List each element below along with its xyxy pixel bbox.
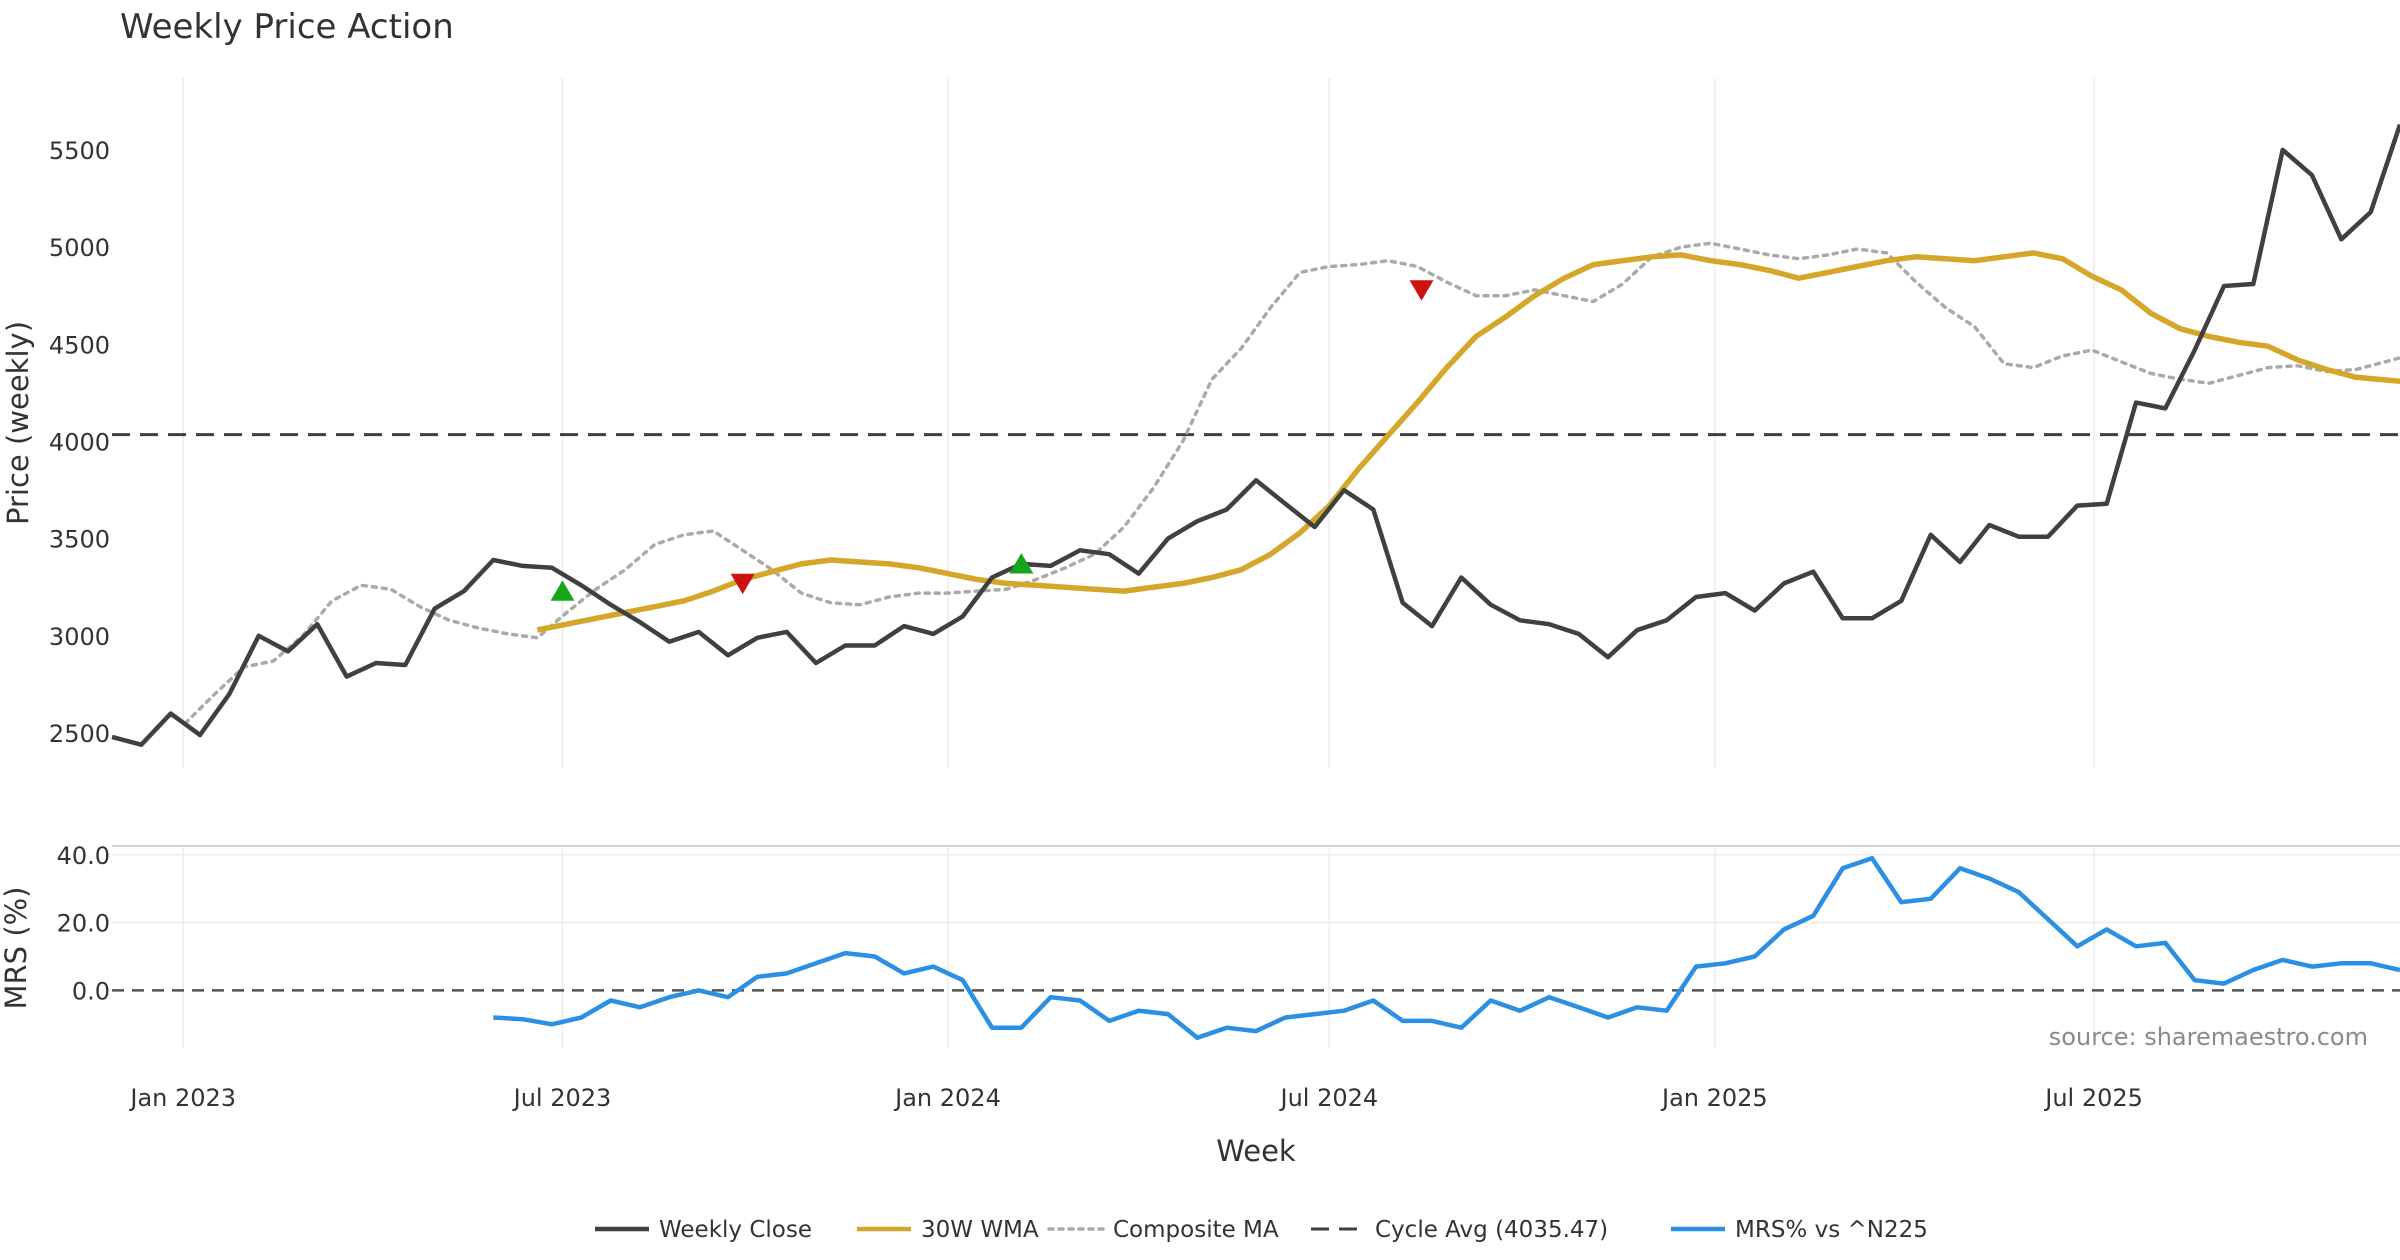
legend-entry-label: Cycle Avg (4035.47) (1375, 1217, 1608, 1243)
series-mrs-line (493, 855, 2400, 1041)
x-tick-label: Jan 2024 (893, 1084, 1001, 1112)
legend-entry-label: Weekly Close (659, 1217, 812, 1243)
x-axis-label: Week (1216, 1134, 1296, 1168)
mrs-y-tick-label: 40.0 (57, 842, 110, 870)
price-y-tick-label: 4500 (49, 331, 110, 359)
sell-signal-marker (730, 573, 755, 595)
x-tick-label: Jan 2023 (128, 1084, 236, 1112)
mrs-panel: 0.0 20.0 40.0 MRS (%) (0, 842, 2400, 1048)
series-composite-ma (183, 241, 2400, 726)
buy-signal-marker (550, 580, 575, 601)
x-tick-label: Jul 2023 (512, 1084, 612, 1112)
price-y-tick-label: 5500 (49, 137, 110, 165)
buy-signal-marker (1009, 553, 1034, 574)
sell-signal-marker (1409, 280, 1434, 301)
x-axis: Jan 2023 Jul 2023 Jan 2024 Jul 2024 Jan 2025… (128, 1084, 2143, 1112)
x-tick-label: Jul 2024 (1278, 1084, 1378, 1112)
price-y-tick-label: 3500 (49, 526, 110, 554)
price-y-tick-label: 5000 (49, 234, 110, 262)
series-30w-wma (536, 250, 2400, 633)
price-y-tick-label: 3000 (49, 623, 110, 651)
legend: Weekly Close 30W WMA Composite MA Cycle Avg… (595, 1217, 1928, 1243)
chart-title: Weekly Price Action (120, 7, 454, 47)
price-y-axis-label: Price (weekly) (1, 321, 35, 525)
x-tick-label: Jul 2025 (2043, 1084, 2143, 1112)
price-y-tick-label: 4000 (49, 428, 110, 456)
source-note: source: sharemaestro.com (2049, 1023, 2368, 1051)
series-weekly-close (111, 123, 2400, 747)
legend-entry-label: Composite MA (1113, 1217, 1279, 1243)
mrs-y-axis-label: MRS (%) (0, 887, 33, 1010)
legend-entry-label: MRS% vs ^N225 (1735, 1217, 1928, 1243)
legend-entry-label: 30W WMA (921, 1217, 1039, 1243)
price-panel: 2500 3000 3500 4000 4500 5000 5500 Price (weekl… (1, 78, 2400, 768)
mrs-y-tick-label: 20.0 (57, 910, 110, 938)
price-y-tick-label: 2500 (49, 720, 110, 748)
x-tick-label: Jan 2025 (1660, 1084, 1768, 1112)
mrs-y-tick-label: 0.0 (72, 977, 110, 1005)
